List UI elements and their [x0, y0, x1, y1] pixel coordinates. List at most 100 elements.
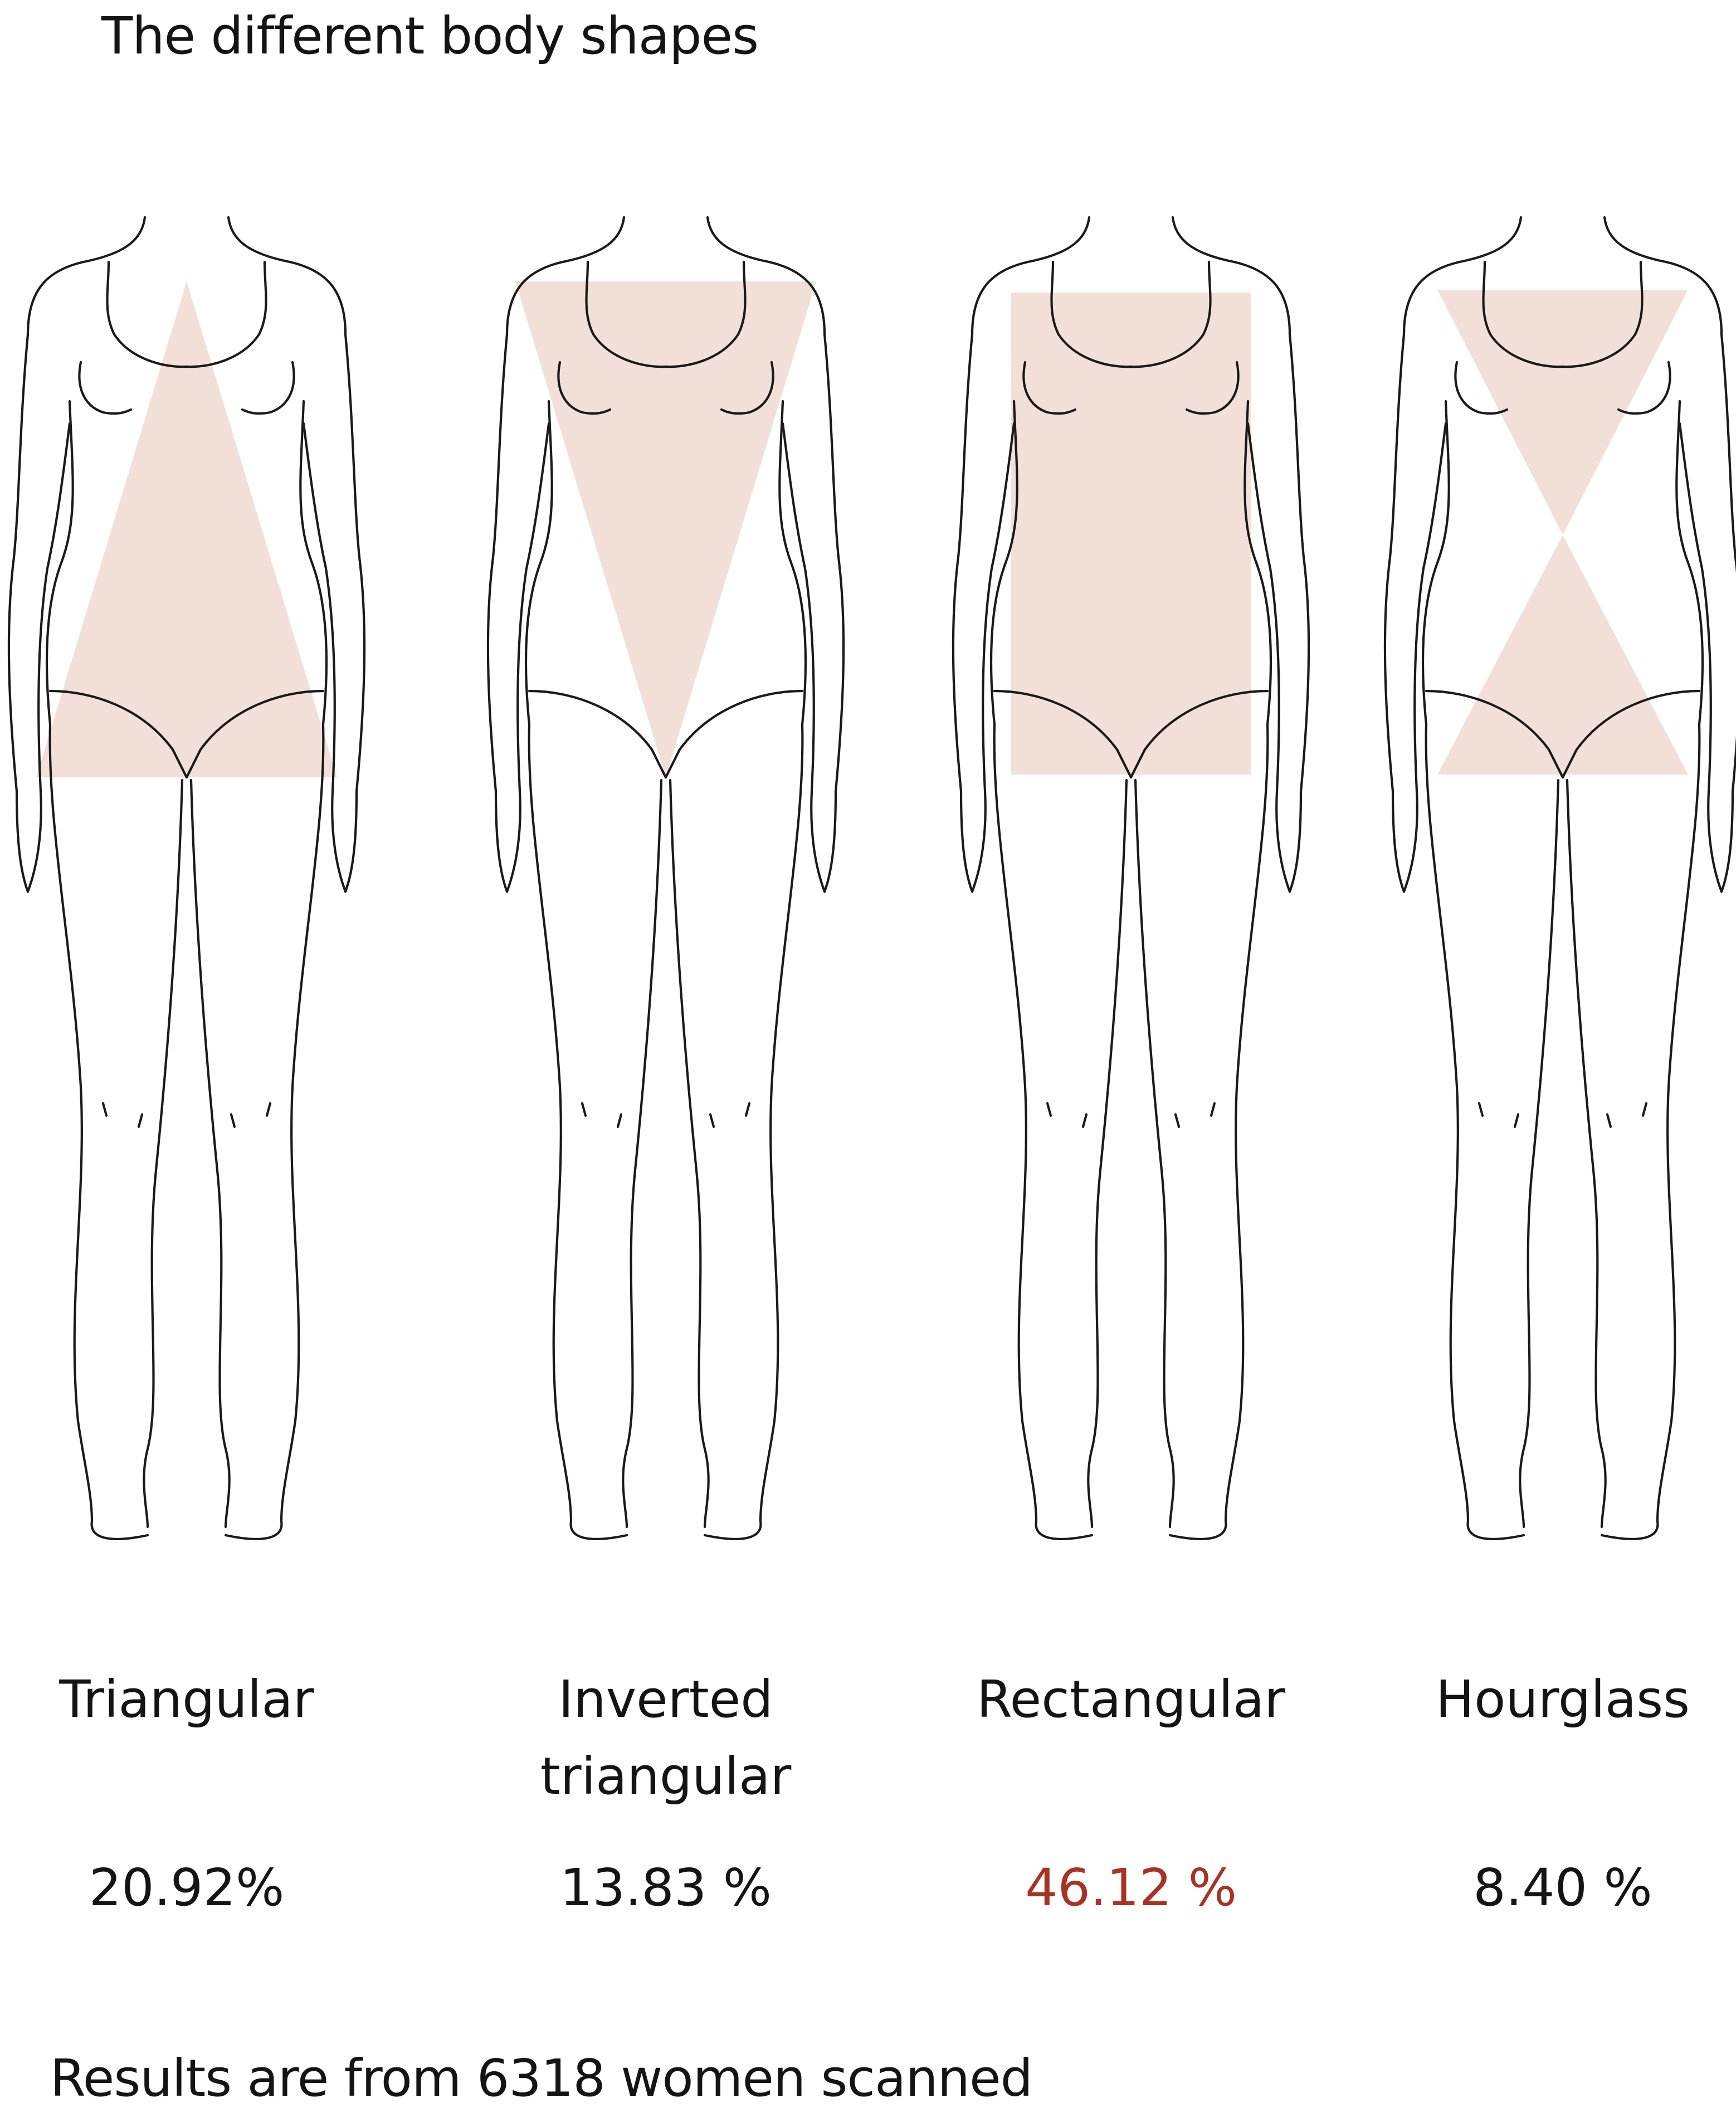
body-outline-line [1050, 260, 1133, 368]
body-outline-line [1720, 333, 1736, 893]
body-outline-line [720, 361, 774, 415]
body-outline-line [1561, 689, 1701, 779]
body-outline-line [622, 778, 663, 1529]
body-outline-line [989, 400, 1018, 726]
body-outline-line [1678, 422, 1723, 893]
body-outlines [7, 216, 1736, 1540]
body-outline-line [993, 723, 1038, 1523]
body-outline-line [90, 1520, 149, 1540]
body-outline-line [971, 216, 1091, 336]
body-outline-line [823, 333, 845, 893]
body-outline-line [302, 422, 347, 893]
hourglass-bottom-overlay [1437, 535, 1688, 775]
body-outline-line [585, 260, 667, 368]
shape-label-rectangular: Rectangular [936, 1663, 1326, 1736]
body-outline-line [241, 361, 295, 415]
body-outline-line [1134, 778, 1175, 1529]
body-outline-line [616, 1113, 623, 1128]
percent-rectangular: 46.12 % [1025, 1858, 1237, 1917]
body-outline-line [1477, 1102, 1484, 1117]
body-outline-line [7, 333, 30, 893]
inverted-triangle-overlay [515, 281, 816, 777]
body-outline-line [1244, 400, 1272, 726]
body-outline-line [26, 216, 147, 336]
body-outline-line [45, 400, 74, 726]
body-outline-line [1519, 778, 1560, 1529]
body-outline-line [1087, 778, 1128, 1529]
shape-name: Hourglass [1435, 1670, 1690, 1729]
body-outline-line [1402, 422, 1447, 893]
body-outline-line [993, 689, 1133, 779]
shape-label-hourglass: Hourglass [1368, 1663, 1736, 1736]
body-outline-line [227, 216, 347, 336]
page-title: The different body shapes [101, 6, 759, 66]
percent-inverted-triangular: 13.83 % [559, 1858, 772, 1917]
body-outline-line [1185, 361, 1240, 415]
body-outline-line [581, 1102, 587, 1117]
body-outline-line [143, 778, 184, 1529]
body-outline-line [1606, 1113, 1612, 1128]
body-outline-line [1246, 422, 1291, 893]
body-outline-line [185, 689, 325, 779]
body-outline-line [669, 778, 710, 1529]
body-outline-line [781, 422, 826, 893]
body-outline-line [1425, 723, 1470, 1523]
body-outline-line [185, 260, 267, 368]
rectangle-overlay [1011, 293, 1251, 775]
body-figure [952, 216, 1310, 1540]
body-outline-line [486, 333, 509, 893]
body-outline-line [280, 723, 325, 1523]
body-outline-line [1081, 1113, 1088, 1128]
body-outline-line [1466, 1520, 1525, 1540]
body-outline-line [48, 723, 94, 1523]
body-outline-line [1425, 689, 1564, 779]
shape-name: Triangular [59, 1670, 314, 1729]
body-outline-line [1617, 361, 1671, 415]
body-outline-line [344, 333, 366, 893]
shape-label-inverted-triangular: Inverted triangular [471, 1663, 861, 1813]
body-outline-line [971, 422, 1016, 893]
footnote: Results are from 6318 women scanned [50, 2048, 1033, 2108]
body-outline-line [137, 1113, 144, 1128]
body-outline-line [224, 1520, 283, 1540]
body-outline-line [706, 216, 826, 336]
body-outline-line [664, 689, 804, 779]
body-outline-line [528, 689, 667, 779]
body-outline-line [1513, 1113, 1520, 1128]
body-outline-line [1675, 400, 1704, 726]
body-figure [7, 216, 366, 1540]
body-outline-line [26, 422, 71, 893]
body-outline-line [1168, 1520, 1227, 1540]
body-outline-line [189, 778, 231, 1529]
body-outline-line [1129, 260, 1212, 368]
body-outline-line [1383, 333, 1406, 893]
body-outline-line [709, 1113, 715, 1128]
body-outline-line [106, 260, 188, 368]
body-outline-line [1641, 1102, 1648, 1117]
body-outline-line [664, 260, 747, 368]
body-outline-line [759, 723, 804, 1523]
body-outline-line [1224, 723, 1269, 1523]
shape-name: Rectangular [976, 1670, 1286, 1729]
shape-overlays [36, 281, 1688, 777]
body-outline-line [101, 1102, 108, 1117]
body-outline-line [1561, 260, 1644, 368]
body-outline-line [744, 1102, 751, 1117]
body-outline-line [265, 1102, 272, 1117]
body-outline-line [78, 361, 133, 415]
body-outline-line [230, 1113, 236, 1128]
body-outline-line [505, 422, 550, 893]
body-outline-line [1129, 689, 1269, 779]
body-outline-line [569, 1520, 628, 1540]
shape-label-triangular: Triangular [0, 1663, 382, 1736]
body-outline-line [505, 216, 626, 336]
body-outline-line [48, 689, 188, 779]
body-outline-line [1421, 400, 1450, 726]
body-outline-line [524, 400, 553, 726]
body-figure [486, 216, 845, 1540]
body-outline-line [1566, 778, 1607, 1529]
body-outline-line [299, 400, 328, 726]
body-figure [1383, 216, 1736, 1540]
body-outline-line [1603, 216, 1723, 336]
percent-triangular: 20.92% [89, 1858, 285, 1917]
